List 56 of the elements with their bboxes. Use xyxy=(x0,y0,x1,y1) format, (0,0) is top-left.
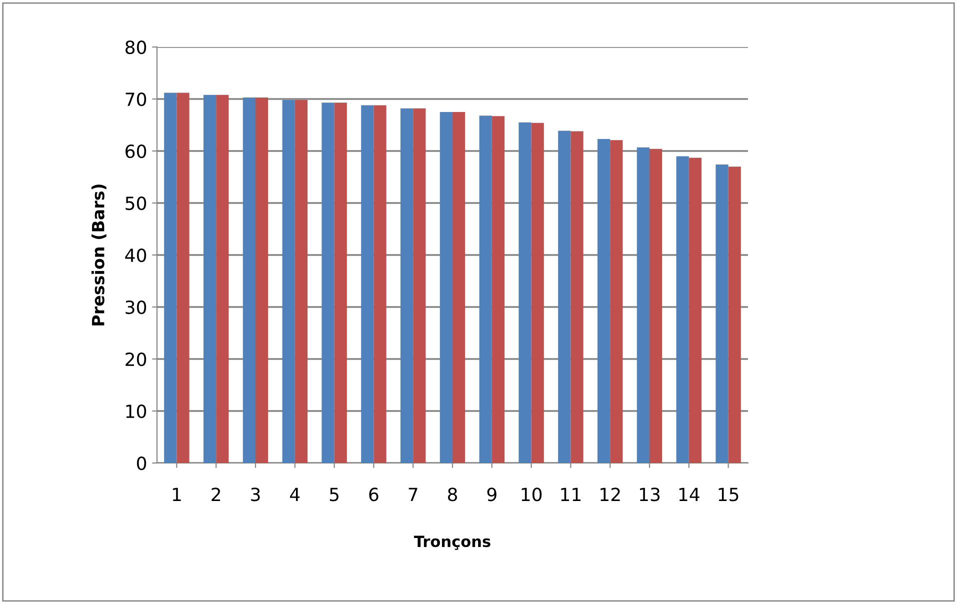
bar xyxy=(334,102,347,463)
bar xyxy=(322,102,334,463)
bar xyxy=(282,100,295,463)
y-tick-label: 80 xyxy=(126,40,146,54)
bar xyxy=(452,112,466,463)
y-axis-title: Pression (Bars) xyxy=(92,184,106,326)
y-tick-label: 0 xyxy=(136,456,146,470)
bar xyxy=(164,92,177,463)
x-tick-label: 9 xyxy=(487,488,496,502)
bar xyxy=(176,92,190,463)
x-tick-label: 8 xyxy=(448,488,458,502)
y-tick-label: 70 xyxy=(126,92,146,106)
x-tick-label: 3 xyxy=(251,488,260,502)
x-tick-label: 2 xyxy=(212,488,220,502)
bar xyxy=(361,105,374,463)
bar xyxy=(242,97,256,463)
x-tick-label: 7 xyxy=(408,488,418,502)
x-tick-label: 15 xyxy=(718,488,738,502)
x-tick-label: 13 xyxy=(640,488,660,502)
bar xyxy=(558,130,571,463)
bar xyxy=(374,105,386,463)
x-tick-label: 1 xyxy=(172,488,181,502)
bar xyxy=(294,100,308,463)
x-tick-label: 11 xyxy=(561,488,581,502)
x-tick-label: 6 xyxy=(369,488,378,502)
bar xyxy=(688,158,702,463)
bar xyxy=(728,166,741,463)
y-tick-label: 30 xyxy=(126,300,146,314)
y-tick-label: 20 xyxy=(126,352,146,366)
bar xyxy=(518,122,532,463)
x-tick-label: 12 xyxy=(600,488,620,502)
bar xyxy=(610,140,623,463)
bar xyxy=(492,116,505,463)
x-tick-label: 4 xyxy=(290,488,300,502)
bar xyxy=(716,164,728,463)
bar xyxy=(676,156,689,463)
y-tick-label: 60 xyxy=(126,144,146,158)
y-tick-label: 40 xyxy=(125,248,146,262)
bar xyxy=(597,139,610,463)
x-axis-title: Tronçons xyxy=(414,536,490,550)
bar xyxy=(440,112,452,463)
y-tick-label: 10 xyxy=(126,404,146,418)
bar xyxy=(216,94,229,463)
x-tick-label: 10 xyxy=(522,488,542,502)
bar xyxy=(636,147,650,463)
bar xyxy=(413,108,426,463)
bar xyxy=(531,122,544,463)
bar xyxy=(570,131,584,463)
bar xyxy=(203,94,216,463)
bar xyxy=(400,108,414,463)
bar xyxy=(479,116,492,463)
bar xyxy=(650,148,662,463)
bar xyxy=(256,97,268,463)
y-tick-label: 50 xyxy=(126,196,146,210)
x-tick-label: 5 xyxy=(330,488,338,502)
x-tick-label: 14 xyxy=(679,488,700,502)
